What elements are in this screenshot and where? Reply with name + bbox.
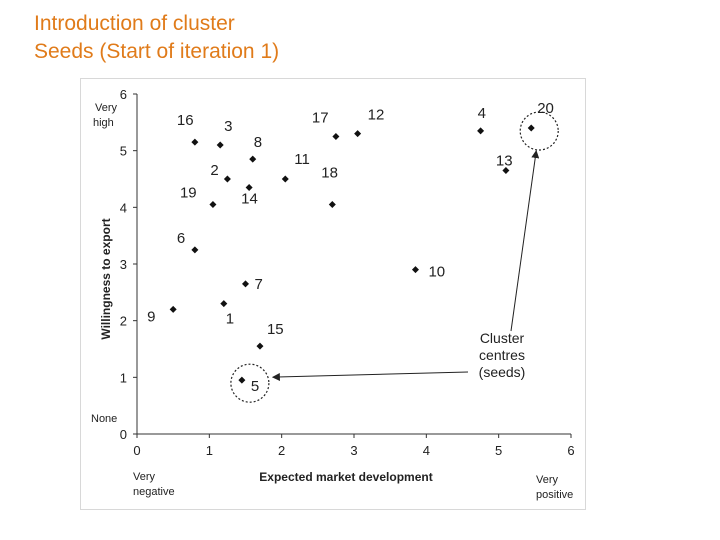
data-label-10: 10 bbox=[428, 264, 445, 281]
data-point-5 bbox=[238, 376, 246, 384]
data-label-3: 3 bbox=[224, 118, 232, 135]
arrow-to-seed-5 bbox=[271, 371, 469, 381]
data-point-8 bbox=[249, 155, 257, 163]
data-point-1 bbox=[220, 300, 228, 308]
data-label-5: 5 bbox=[251, 378, 259, 395]
x-tick-label: 1 bbox=[206, 443, 213, 458]
data-label-14: 14 bbox=[241, 191, 258, 208]
x-tick-label: 0 bbox=[133, 443, 140, 458]
x-tick-label: 2 bbox=[278, 443, 285, 458]
data-point-16 bbox=[191, 138, 199, 146]
title-line-2: Seeds (Start of iteration 1) bbox=[34, 40, 280, 63]
y-tick-label: 6 bbox=[120, 87, 127, 102]
data-label-7: 7 bbox=[255, 276, 263, 293]
y-axis-label: Willingness to export bbox=[99, 218, 113, 339]
data-point-11 bbox=[281, 175, 289, 183]
data-label-8: 8 bbox=[254, 134, 262, 151]
data-point-6 bbox=[191, 246, 199, 254]
data-point-17 bbox=[332, 133, 340, 140]
data-label-2: 2 bbox=[210, 162, 218, 179]
data-point-20 bbox=[527, 124, 535, 132]
data-label-17: 17 bbox=[312, 110, 329, 127]
y-end-label-bottom: None bbox=[91, 413, 117, 425]
y-end-label-top: Very high bbox=[93, 102, 118, 129]
data-label-18: 18 bbox=[321, 165, 338, 182]
annotation-label: Cluster centres (seeds) bbox=[479, 330, 526, 380]
x-tick-label: 3 bbox=[350, 443, 357, 458]
data-label-9: 9 bbox=[147, 308, 155, 325]
data-point-3 bbox=[216, 141, 224, 149]
data-point-7 bbox=[242, 280, 249, 288]
data-label-15: 15 bbox=[267, 321, 284, 338]
x-axis-label: Expected market development bbox=[259, 470, 432, 484]
chart-frame: 0 1 2 3 4 5 6 0 1 2 3 4 5 6 Expected market developmen… bbox=[80, 78, 586, 510]
data-point-19 bbox=[209, 201, 217, 208]
data-point-14 bbox=[245, 184, 253, 191]
data-point-10 bbox=[411, 266, 419, 274]
x-tick-label: 6 bbox=[567, 443, 574, 458]
data-point-12 bbox=[354, 130, 362, 138]
x-tick-label: 5 bbox=[495, 443, 502, 458]
data-point-9 bbox=[169, 305, 177, 313]
y-tick-label: 3 bbox=[120, 257, 127, 272]
y-tick-label: 5 bbox=[120, 144, 127, 159]
data-label-4: 4 bbox=[478, 105, 486, 122]
data-label-19: 19 bbox=[180, 185, 197, 202]
seed-circle-5 bbox=[230, 363, 270, 403]
data-label-16: 16 bbox=[177, 112, 194, 129]
seed-circle-20 bbox=[519, 111, 559, 151]
slide-title: Introduction of cluster Seeds (Start of … bbox=[34, 10, 279, 66]
data-point-2 bbox=[223, 175, 231, 183]
x-end-label-left: Very negative bbox=[133, 471, 175, 498]
data-point-18 bbox=[328, 201, 336, 208]
y-tick-label: 1 bbox=[120, 370, 127, 385]
data-label-13: 13 bbox=[496, 153, 513, 170]
y-tick-label: 4 bbox=[120, 200, 127, 215]
y-tick-label: 0 bbox=[120, 427, 127, 442]
arrow-to-seed-20 bbox=[510, 150, 540, 332]
data-label-11: 11 bbox=[294, 151, 310, 168]
x-tick-label: 4 bbox=[423, 443, 430, 458]
data-point-15 bbox=[256, 342, 264, 350]
x-end-label-right: Very positive bbox=[536, 474, 573, 501]
data-label-1: 1 bbox=[226, 311, 234, 328]
y-tick-label: 2 bbox=[120, 314, 127, 329]
data-point-13 bbox=[502, 167, 510, 174]
data-label-20: 20 bbox=[537, 100, 554, 117]
data-point-4 bbox=[477, 127, 485, 135]
data-label-12: 12 bbox=[368, 107, 385, 124]
title-line-1: Introduction of cluster bbox=[34, 12, 235, 35]
data-label-6: 6 bbox=[177, 230, 185, 247]
